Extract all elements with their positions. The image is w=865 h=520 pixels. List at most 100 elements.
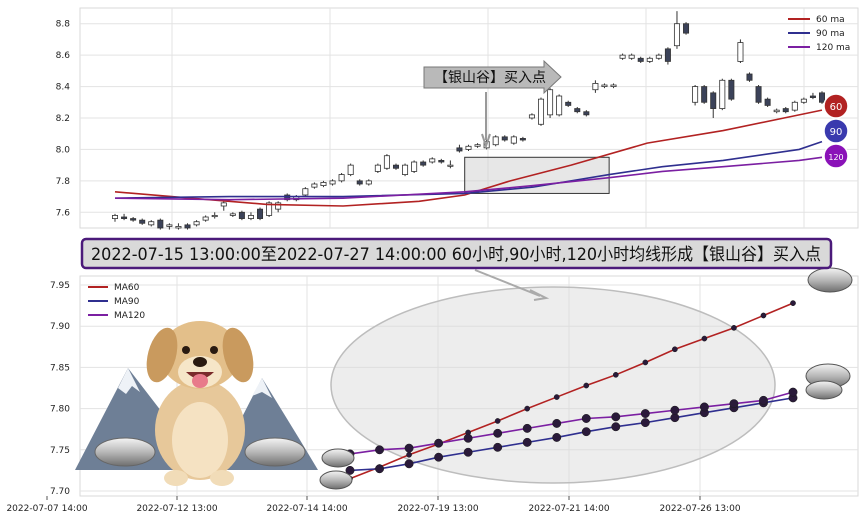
detail-point-MA120 [522,423,532,433]
candle [275,202,282,210]
top-y-tick-3: 8.2 [56,114,70,124]
candle [139,219,146,224]
detail-point-MA120 [699,402,709,412]
detail-line-MA60 [349,302,794,480]
candle [819,92,826,103]
detail-point-MA60 [701,335,708,342]
candle [338,174,345,182]
candle [556,95,563,116]
detail-point-MA120 [463,433,473,443]
candle [701,86,708,103]
focus-ellipse [330,286,776,484]
candles [112,11,826,230]
candle [737,42,744,62]
top-y-ticks: 7.6 7.8 8.0 8.2 8.4 8.6 8.8 [56,20,71,219]
detail-point-MA120 [375,445,384,455]
bottom-y-tick-1: 7.75 [50,446,70,456]
detail-point-MA90 [463,447,473,457]
detail-point-MA60 [612,371,619,378]
candle [311,183,318,188]
detail-point-MA120 [759,395,768,405]
candle [193,221,200,226]
detail-point-MA60 [760,312,767,319]
candle [646,57,653,62]
candle [510,136,517,144]
candle [202,216,209,221]
candle [746,73,753,81]
buy-zone-highlight [464,156,610,194]
bottom-x-tick-3: 2022-07-19 13:00 [397,504,478,514]
candle [565,101,572,106]
candle [130,218,137,221]
candle [211,215,218,218]
candle [519,138,526,141]
candle [782,108,789,113]
candle [112,215,119,219]
detail-point-MA90 [640,418,650,428]
bottom-x-ticks: 2022-07-07 14:00 2022-07-12 13:00 2022-07-… [6,496,741,514]
detail-point-MA120 [581,414,591,423]
candle [773,109,780,113]
candle [347,164,354,175]
candle [320,182,327,186]
candle [528,114,535,119]
candle [628,54,635,59]
candle [157,219,164,229]
candle [610,84,617,87]
candle [791,101,798,111]
dog-paw-right [210,470,234,486]
legend-label-ma60: MA60 [114,283,140,293]
detail-point-MA90 [434,452,444,462]
candle [501,136,508,141]
detail-point-MA60 [494,418,501,424]
callout-down-arrow [481,92,491,150]
detail-point-MA120 [552,418,562,428]
candle [365,180,372,185]
candle [692,86,699,103]
silver-ingot-left [94,437,156,467]
bottom-y-ticks: 7.70 7.75 7.80 7.85 7.90 7.95 [50,281,70,497]
detail-point-MA90 [404,459,414,469]
ingot-start-bottom [319,470,353,490]
bottom-y-tick-3: 7.85 [50,363,70,373]
detail-line-MA90 [349,397,794,472]
candle [492,136,499,146]
callout-arrow-shape [423,59,562,95]
detail-point-MA60 [406,451,412,458]
candle [574,108,581,113]
bottom-x-tick-4: 2022-07-21 14:00 [528,504,609,514]
detail-point-MA90 [611,422,621,432]
top-y-tick-4: 8.4 [56,83,71,93]
candle [121,216,128,219]
candle [247,215,254,219]
candle [302,188,309,196]
bottom-y-tick-0: 7.70 [50,487,70,497]
ma-line-120-ma [114,156,823,201]
detail-point-MA90 [552,432,562,442]
candle [329,180,336,185]
bottom-y-tick-2: 7.80 [50,405,70,415]
dog-ear-left [146,327,178,383]
detail-point-MA60 [672,346,678,353]
detail-point-MA90 [522,437,532,447]
detail-point-MA90 [581,427,591,437]
ma-detail-panel: 7.70 7.75 7.80 7.85 7.90 7.95 2022-07-07 14:0… [6,267,859,514]
legend-label-60: 60 ma [816,15,845,25]
bottom-y-tick-5: 7.95 [50,281,70,291]
candle [392,164,399,169]
bottom-x-tick-2: 2022-07-14 14:00 [266,504,347,514]
candle [266,202,273,216]
detail-point-MA60 [583,382,590,389]
top-y-tick-0: 7.6 [56,208,71,218]
candle [238,211,245,219]
candle [547,89,554,116]
detail-point-MA120 [670,405,680,415]
candle [175,226,182,229]
candle [465,145,472,150]
candle [710,92,717,109]
badge-60-label: 60 [830,102,843,113]
top-grid [80,8,858,228]
detail-point-MA60 [553,394,560,400]
legend-label-ma90: MA90 [114,297,140,307]
detail-point-MA90 [345,465,355,475]
